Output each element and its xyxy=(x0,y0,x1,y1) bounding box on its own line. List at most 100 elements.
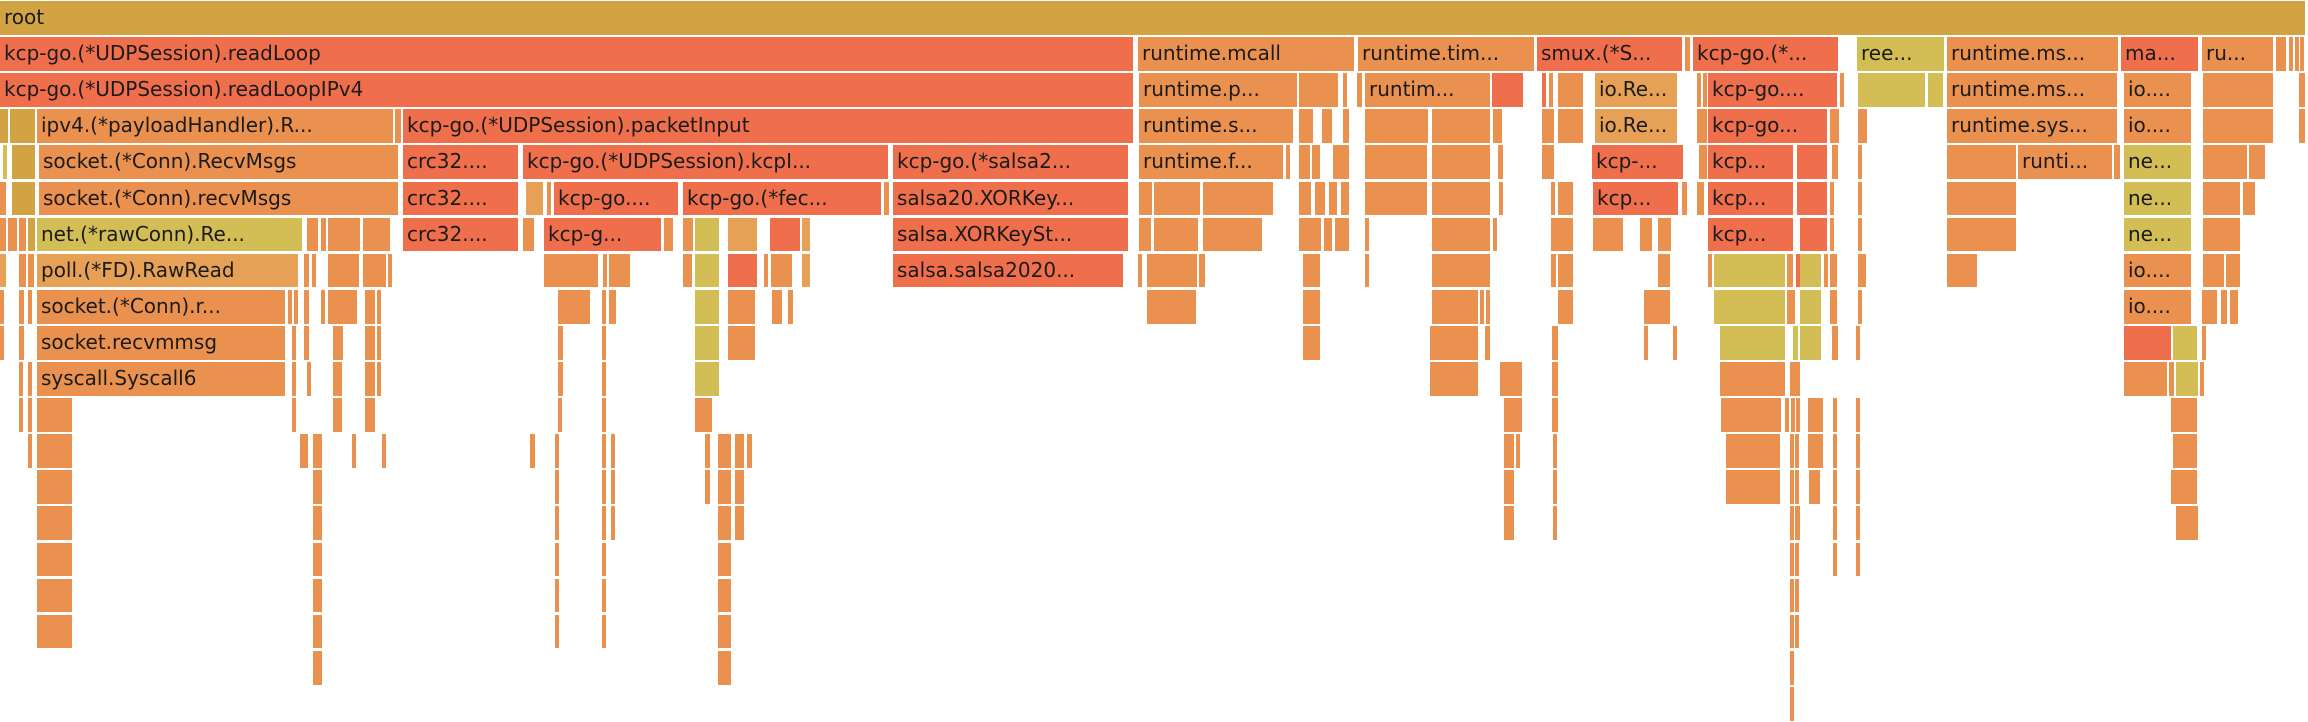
frame-unlabeled[interactable] xyxy=(19,398,23,432)
frame-unlabeled[interactable] xyxy=(1322,109,1332,144)
frame-unlabeled[interactable] xyxy=(530,434,535,468)
frame-unlabeled[interactable] xyxy=(1286,145,1290,180)
frame-unlabeled[interactable] xyxy=(1558,289,1573,324)
frame-unlabeled[interactable] xyxy=(1856,470,1860,505)
frame-unlabeled[interactable] xyxy=(0,181,6,216)
frame-unlabeled[interactable] xyxy=(1830,109,1839,144)
frame-unlabeled[interactable] xyxy=(1833,542,1837,577)
frame-unlabeled[interactable] xyxy=(695,398,712,432)
frame-unlabeled[interactable] xyxy=(609,253,630,288)
frame-unlabeled[interactable] xyxy=(382,434,386,468)
frame-unlabeled[interactable] xyxy=(1551,217,1573,252)
frame-unlabeled[interactable] xyxy=(1856,398,1860,432)
frame-kcp-go-udpsession-packetinput[interactable]: kcp-go.(*UDPSession).packetInput xyxy=(403,109,1133,144)
frame-unlabeled[interactable] xyxy=(28,253,34,288)
frame-unlabeled[interactable] xyxy=(718,470,731,505)
frame-runtim[interactable]: runtim... xyxy=(1365,73,1490,107)
frame-unlabeled[interactable] xyxy=(609,289,616,324)
frame-unlabeled[interactable] xyxy=(395,109,401,144)
frame-unlabeled[interactable] xyxy=(1552,325,1558,360)
frame-unlabeled[interactable] xyxy=(602,506,606,541)
frame-unlabeled[interactable] xyxy=(1341,181,1349,216)
frame-unlabeled[interactable] xyxy=(735,434,744,468)
frame-unlabeled[interactable] xyxy=(1553,470,1557,505)
frame-unlabeled[interactable] xyxy=(313,614,322,649)
frame-unlabeled[interactable] xyxy=(1856,506,1860,541)
frame-unlabeled[interactable] xyxy=(313,542,322,577)
frame-unlabeled[interactable] xyxy=(1714,253,1785,288)
frame-kcp[interactable]: kcp... xyxy=(1708,181,1793,216)
frame-unlabeled[interactable] xyxy=(1790,470,1794,505)
frame-unlabeled[interactable] xyxy=(1553,434,1557,468)
frame-unlabeled[interactable] xyxy=(718,578,731,613)
frame-unlabeled[interactable] xyxy=(1795,542,1799,577)
frame-unlabeled[interactable] xyxy=(1796,253,1800,288)
frame-unlabeled[interactable] xyxy=(602,362,606,396)
frame-unlabeled[interactable] xyxy=(728,253,757,288)
frame-unlabeled[interactable] xyxy=(365,325,375,360)
frame-kcp-go[interactable]: kcp-go.... xyxy=(554,181,678,216)
frame-unlabeled[interactable] xyxy=(602,289,606,324)
frame-unlabeled[interactable] xyxy=(1726,470,1780,505)
frame-unlabeled[interactable] xyxy=(718,542,731,577)
frame-kcp-go-udpsession-kcpi[interactable]: kcp-go.(*UDPSession).kcpI... xyxy=(523,145,888,180)
frame-unlabeled[interactable] xyxy=(1790,650,1794,685)
frame-unlabeled[interactable] xyxy=(1830,289,1837,324)
frame-unlabeled[interactable] xyxy=(1299,145,1310,180)
frame-io[interactable]: io.... xyxy=(2124,109,2191,144)
frame-unlabeled[interactable] xyxy=(0,289,4,324)
frame-unlabeled[interactable] xyxy=(28,217,35,252)
frame-unlabeled[interactable] xyxy=(377,325,381,360)
frame-unlabeled[interactable] xyxy=(1714,289,1785,324)
frame-unlabeled[interactable] xyxy=(8,217,17,252)
frame-unlabeled[interactable] xyxy=(1832,145,1838,180)
frame-unlabeled[interactable] xyxy=(1858,109,1867,144)
frame-crc32[interactable]: crc32.... xyxy=(403,181,518,216)
frame-runtime-s[interactable]: runtime.s... xyxy=(1139,109,1293,144)
frame-unlabeled[interactable] xyxy=(300,434,308,468)
frame-unlabeled[interactable] xyxy=(1553,506,1557,541)
frame-io[interactable]: io.... xyxy=(2124,73,2191,107)
frame-unlabeled[interactable] xyxy=(328,217,360,252)
frame-unlabeled[interactable] xyxy=(1299,217,1321,252)
frame-unlabeled[interactable] xyxy=(802,217,810,252)
frame-unlabeled[interactable] xyxy=(728,289,755,324)
frame-unlabeled[interactable] xyxy=(3,145,7,180)
frame-unlabeled[interactable] xyxy=(37,470,72,505)
frame-unlabeled[interactable] xyxy=(304,289,309,324)
frame-unlabeled[interactable] xyxy=(1329,181,1337,216)
frame-ipv4-payloadhandler-r[interactable]: ipv4.(*payloadHandler).R... xyxy=(37,109,393,144)
frame-unlabeled[interactable] xyxy=(1516,434,1520,468)
frame-runtime-sys[interactable]: runtime.sys... xyxy=(1947,109,2117,144)
frame-kcp[interactable]: kcp... xyxy=(1593,181,1678,216)
frame-unlabeled[interactable] xyxy=(718,650,731,685)
frame-unlabeled[interactable] xyxy=(1947,217,2016,252)
frame-kcp-go[interactable]: kcp-go.... xyxy=(1708,73,1837,107)
frame-unlabeled[interactable] xyxy=(1493,109,1502,144)
frame-unlabeled[interactable] xyxy=(292,398,296,432)
frame-kcp[interactable]: kcp-... xyxy=(1592,145,1683,180)
frame-unlabeled[interactable] xyxy=(1432,181,1490,216)
frame-unlabeled[interactable] xyxy=(1699,145,1707,180)
frame-unlabeled[interactable] xyxy=(313,578,322,613)
frame-unlabeled[interactable] xyxy=(1697,181,1704,216)
frame-unlabeled[interactable] xyxy=(304,325,309,360)
frame-unlabeled[interactable] xyxy=(2299,73,2305,107)
frame-unlabeled[interactable] xyxy=(1833,470,1837,505)
frame-unlabeled[interactable] xyxy=(683,253,692,288)
frame-unlabeled[interactable] xyxy=(558,362,563,396)
frame-unlabeled[interactable] xyxy=(1357,73,1362,107)
frame-unlabeled[interactable] xyxy=(788,289,793,324)
frame-unlabeled[interactable] xyxy=(1138,253,1142,288)
frame-unlabeled[interactable] xyxy=(1797,181,1827,216)
frame-unlabeled[interactable] xyxy=(2200,362,2204,396)
frame-unlabeled[interactable] xyxy=(2203,253,2224,288)
frame-unlabeled[interactable] xyxy=(12,145,35,180)
frame-unlabeled[interactable] xyxy=(377,362,381,396)
frame-unlabeled[interactable] xyxy=(555,614,559,649)
frame-unlabeled[interactable] xyxy=(718,614,731,649)
frame-unlabeled[interactable] xyxy=(1790,686,1794,721)
frame-unlabeled[interactable] xyxy=(1830,181,1834,216)
frame-unlabeled[interactable] xyxy=(1808,434,1823,468)
frame-kcp-go[interactable]: kcp-go.(*... xyxy=(1693,37,1838,71)
